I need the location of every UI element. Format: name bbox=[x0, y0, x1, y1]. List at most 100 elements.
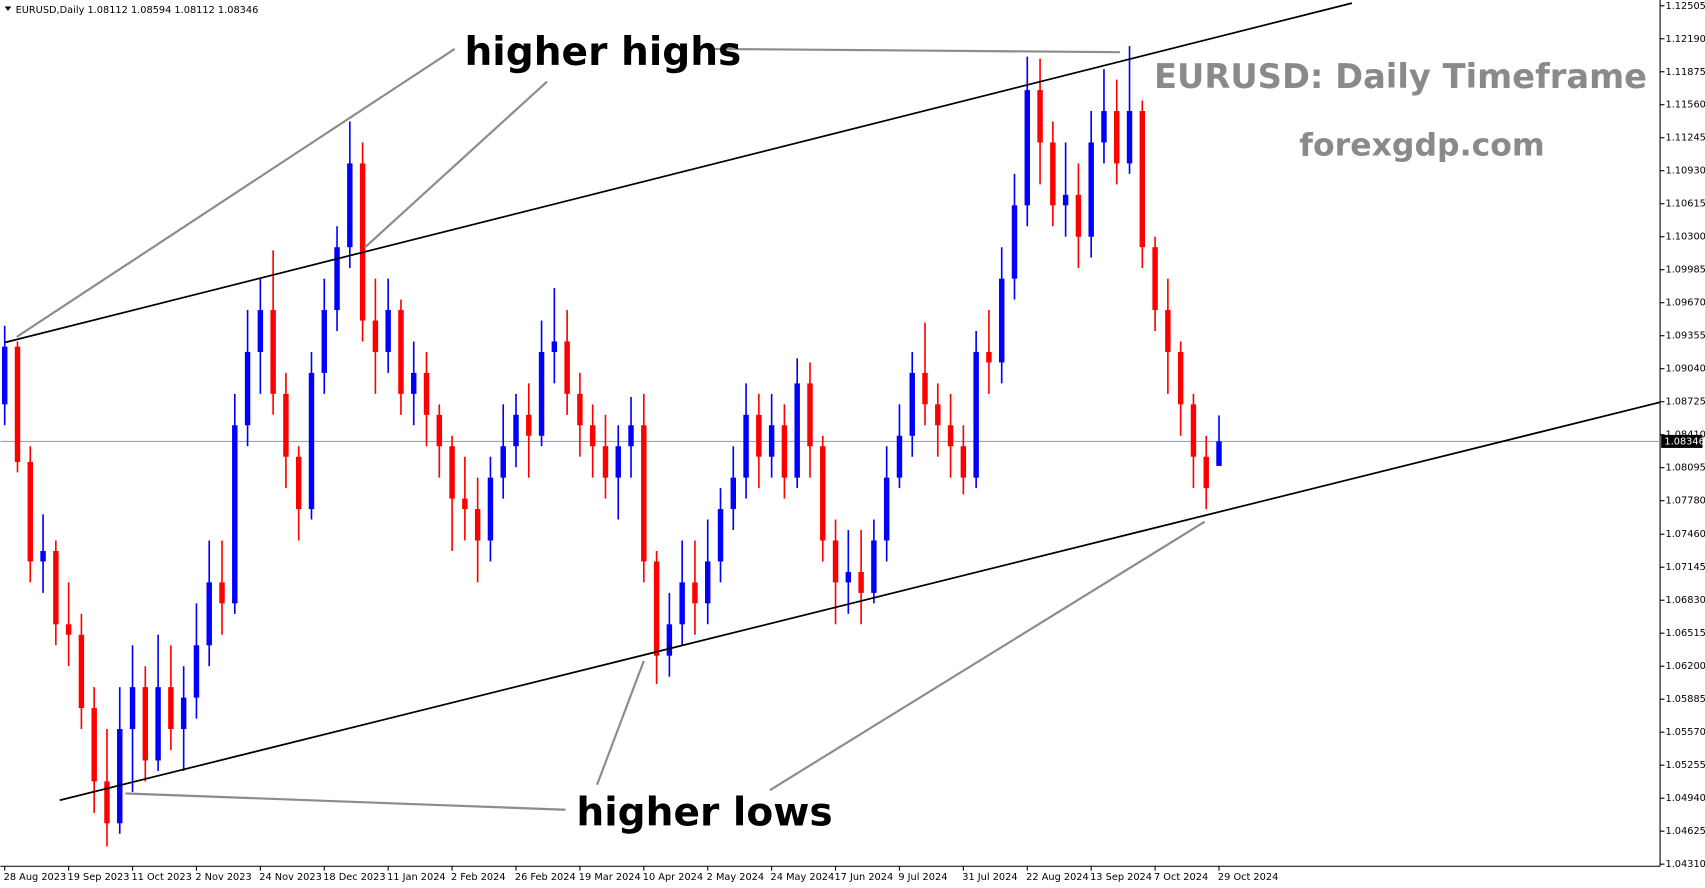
y-tick-label: 1.11245 bbox=[1666, 133, 1705, 144]
candle-body bbox=[922, 372, 928, 405]
candle-body bbox=[768, 425, 775, 457]
candle-body bbox=[564, 341, 570, 394]
y-tick-label: 1.08095 bbox=[1666, 463, 1705, 474]
y-tick-label: 1.06515 bbox=[1666, 628, 1705, 639]
candle-body bbox=[436, 414, 443, 447]
candle-body bbox=[692, 582, 698, 604]
candle-body bbox=[1062, 194, 1069, 206]
candle-body bbox=[820, 446, 826, 541]
candle-body bbox=[385, 310, 391, 352]
candle-body bbox=[998, 278, 1005, 363]
candle-body bbox=[283, 393, 289, 457]
candle-body bbox=[308, 372, 315, 510]
x-tick-label: 11 Jan 2024 bbox=[387, 872, 446, 883]
candle-body bbox=[1126, 111, 1133, 164]
candle-body bbox=[781, 425, 788, 478]
candle-body bbox=[155, 687, 161, 761]
x-tick-label: 7 Oct 2024 bbox=[1154, 872, 1208, 883]
candle-body bbox=[462, 498, 468, 510]
candle-body bbox=[1114, 111, 1120, 164]
watermark-site: forexgdp.com bbox=[1299, 128, 1544, 164]
candle-body bbox=[1037, 90, 1043, 143]
candle-body bbox=[973, 351, 979, 478]
candle-body bbox=[244, 351, 251, 426]
y-tick-label: 1.05255 bbox=[1666, 760, 1705, 771]
x-tick-label: 2 Nov 2023 bbox=[195, 872, 251, 883]
candle-body bbox=[717, 509, 724, 562]
candle-body bbox=[947, 425, 954, 447]
y-tick-label: 1.10930 bbox=[1666, 166, 1705, 177]
candle-body bbox=[1165, 310, 1171, 352]
candle-body bbox=[1011, 205, 1018, 279]
candle-body bbox=[1075, 194, 1082, 237]
x-tick-label: 24 Nov 2023 bbox=[259, 872, 322, 883]
candle-body bbox=[14, 346, 21, 462]
candle-body bbox=[807, 383, 813, 447]
candle-body bbox=[641, 425, 647, 562]
candle-body bbox=[500, 446, 506, 478]
candle-body bbox=[794, 383, 800, 478]
annotation-text: higher highs bbox=[464, 30, 741, 75]
candle-body bbox=[1024, 90, 1030, 206]
candle-body bbox=[960, 446, 967, 478]
candle-body bbox=[474, 509, 481, 541]
candle-body bbox=[896, 435, 903, 478]
candle-body bbox=[628, 425, 634, 447]
candle-body bbox=[526, 414, 532, 436]
y-tick-label: 1.12190 bbox=[1666, 34, 1705, 45]
candle-body bbox=[1088, 142, 1094, 237]
candle-body bbox=[40, 550, 46, 562]
candle-body bbox=[679, 582, 685, 625]
x-tick-label: 9 Jul 2024 bbox=[898, 872, 947, 883]
x-tick-label: 31 Jul 2024 bbox=[962, 872, 1017, 883]
candle-body bbox=[168, 687, 174, 730]
candle-body bbox=[219, 582, 225, 604]
candle-body bbox=[53, 550, 59, 625]
candle-body bbox=[117, 729, 123, 824]
x-tick-label: 29 Oct 2024 bbox=[1218, 872, 1278, 883]
x-tick-label: 2 Feb 2024 bbox=[451, 872, 506, 883]
last-price-label: 1.08346 bbox=[1664, 436, 1704, 447]
candle-body bbox=[206, 582, 212, 646]
candle-body bbox=[398, 310, 404, 394]
annotation-pointer bbox=[16, 48, 456, 338]
candle-body bbox=[1050, 142, 1056, 206]
x-tick-label: 11 Oct 2023 bbox=[131, 872, 191, 883]
chart-header: EURUSD,Daily 1.08112 1.08594 1.08112 1.0… bbox=[16, 5, 259, 16]
candle-body bbox=[845, 571, 852, 583]
candle-body bbox=[487, 477, 494, 541]
candle-body bbox=[411, 372, 417, 394]
candle-body bbox=[423, 372, 430, 415]
y-tick-label: 1.12505 bbox=[1666, 1, 1705, 12]
candle-body bbox=[615, 446, 621, 478]
y-tick-label: 1.05570 bbox=[1666, 727, 1705, 738]
annotation-pointer bbox=[363, 80, 548, 249]
candle-body bbox=[1190, 404, 1197, 457]
candle-body bbox=[871, 540, 877, 593]
candle-body bbox=[270, 310, 276, 394]
candle-body bbox=[935, 404, 941, 426]
x-tick-label: 28 Aug 2023 bbox=[4, 872, 67, 883]
watermark-title: EURUSD: Daily Timeframe bbox=[1154, 57, 1647, 96]
x-tick-label: 19 Mar 2024 bbox=[579, 872, 641, 883]
y-tick-label: 1.05885 bbox=[1666, 694, 1705, 705]
candle-body bbox=[295, 456, 302, 510]
candle-body bbox=[1203, 456, 1209, 489]
candle-body bbox=[832, 540, 839, 583]
candle-body bbox=[193, 645, 200, 698]
y-tick-label: 1.08725 bbox=[1666, 397, 1705, 408]
candle-body bbox=[347, 163, 353, 248]
y-tick-label: 1.09355 bbox=[1666, 331, 1705, 342]
candle-body bbox=[104, 781, 110, 824]
candle-body bbox=[577, 393, 583, 426]
candle-body bbox=[1216, 441, 1222, 466]
candle-body bbox=[513, 414, 519, 447]
candle-body bbox=[91, 708, 97, 782]
candle-body bbox=[232, 425, 238, 604]
y-tick-label: 1.09040 bbox=[1666, 364, 1705, 375]
candle-body bbox=[372, 320, 379, 352]
candle-body bbox=[653, 561, 660, 656]
y-tick-label: 1.04310 bbox=[1666, 859, 1705, 870]
annotation-pointer bbox=[769, 520, 1206, 792]
